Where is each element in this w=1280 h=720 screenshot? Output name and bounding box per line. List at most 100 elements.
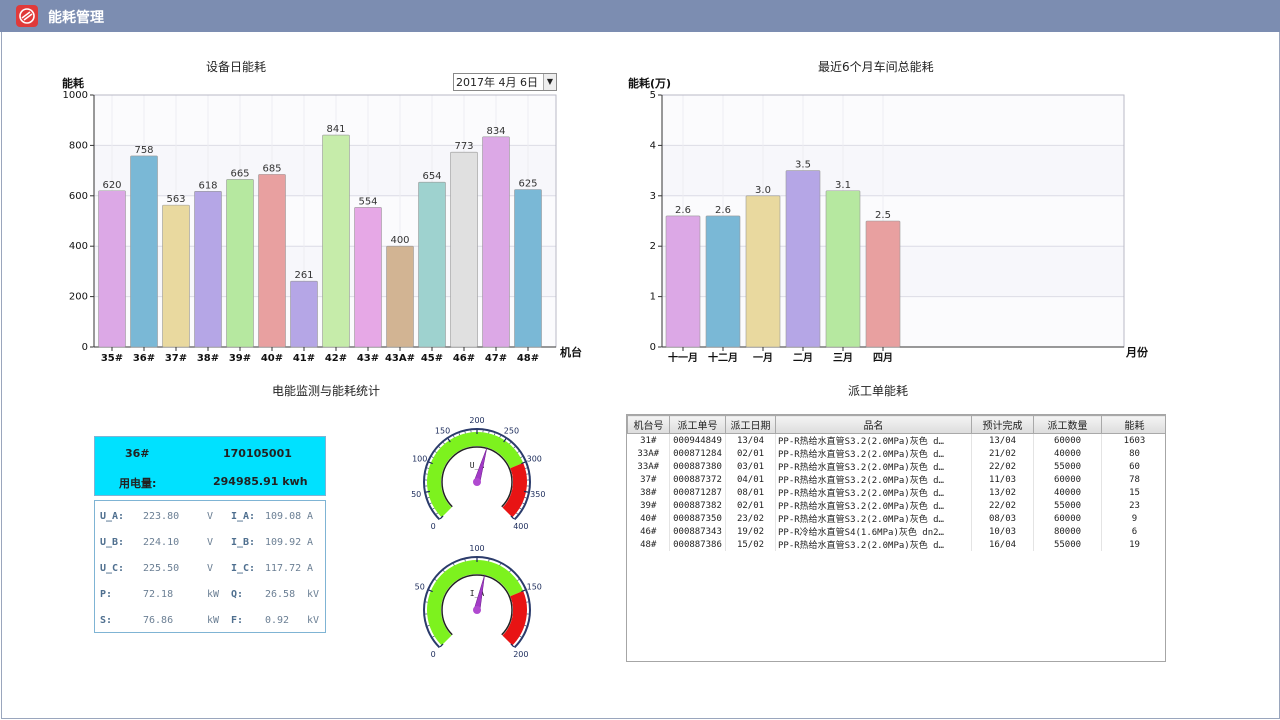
- grid-band: [662, 95, 1124, 146]
- gauge-minor-tick: [517, 451, 520, 453]
- gauge-minor-tick: [523, 461, 526, 464]
- f-value: 0.92: [265, 615, 290, 626]
- data-label: 400: [390, 235, 409, 246]
- column-header[interactable]: 能耗: [1101, 415, 1165, 434]
- gauge-tick-label: 100: [412, 454, 427, 463]
- ia-unit: A: [307, 511, 314, 522]
- date-picker[interactable]: 2017年 4月 6日 ▼: [453, 73, 557, 91]
- ua-unit: V: [207, 511, 214, 522]
- x-tick-label: 36#: [133, 353, 155, 364]
- gauge-minor-tick: [432, 635, 435, 638]
- gauge-minor-tick: [523, 589, 526, 592]
- column-header[interactable]: 品名: [775, 415, 972, 434]
- gauge-minor-tick: [524, 625, 527, 627]
- table-row[interactable]: 33A# 000871284 02/01 PP-R热给水直管S3.2(2.0MPa)灰…: [627, 447, 1165, 460]
- table-row[interactable]: 38# 000871287 08/01 PP-R热给水直管S3.2(2.0MPa)灰色…: [627, 486, 1165, 499]
- work-orders-title: 派工单能耗: [848, 384, 909, 398]
- ic-value: 117.72: [265, 563, 302, 574]
- data-label: 2.6: [715, 205, 731, 216]
- y-tick-label: 4: [650, 140, 656, 151]
- table-cell: 31#: [627, 433, 670, 447]
- table-cell: 02/01: [725, 499, 776, 512]
- p-unit: kW: [207, 589, 220, 600]
- data-label: 618: [198, 180, 217, 191]
- table-cell: 60000: [1033, 473, 1102, 486]
- gauge-tick-label: 150: [527, 582, 542, 591]
- data-label: 563: [166, 194, 185, 205]
- table-cell: 1603: [1101, 433, 1165, 447]
- gauge-minor-tick: [520, 456, 523, 458]
- gauge-minor-tick: [447, 438, 450, 441]
- gauge-minor-tick: [453, 563, 455, 566]
- table-cell: 19/02: [725, 525, 776, 538]
- table-row[interactable]: 33A# 000887380 03/01 PP-R热给水直管S3.2(2.0MPa)灰…: [627, 460, 1165, 473]
- gauge-tick-label: 100: [469, 544, 484, 553]
- work-order-table[interactable]: 机台号 派工单号 派工日期 品名 预计完成 派工数量 能耗 31# 0009448…: [626, 414, 1166, 662]
- column-header[interactable]: 机台号: [627, 415, 670, 434]
- y-tick-label: 0: [82, 342, 88, 353]
- gauge-tick-label: 400: [513, 522, 528, 531]
- gauge-red-band: [502, 590, 527, 646]
- ic-unit: A: [307, 563, 314, 574]
- column-header[interactable]: 预计完成: [971, 415, 1034, 434]
- column-header[interactable]: 派工数量: [1033, 415, 1102, 434]
- table-row[interactable]: 46# 000887343 19/02 PP-R冷给水直管S4(1.6MPa)灰色 d…: [627, 525, 1165, 538]
- table-cell: 80000: [1033, 525, 1102, 538]
- table-cell: PP-R热给水直管S3.2(2.0MPa)灰色 d…: [775, 433, 972, 447]
- table-row[interactable]: 37# 000887372 04/01 PP-R热给水直管S3.2(2.0MPa)灰色…: [627, 473, 1165, 486]
- table-cell: PP-R热给水直管S3.2(2.0MPa)灰色 d…: [775, 473, 972, 486]
- gauge-tick-label: 50: [411, 490, 421, 499]
- ub-value: 224.10: [143, 537, 180, 548]
- daily-bar-chart: 0 200 400 600 800 1000 620 35# 758 36# 563 37# 618 38…: [62, 76, 582, 364]
- bar-36#: [130, 155, 158, 348]
- q-label: Q:: [231, 589, 244, 600]
- y-tick-label: 200: [69, 292, 88, 303]
- gauge-tick-label: 300: [527, 454, 542, 463]
- table-cell: 000887350: [669, 512, 726, 525]
- gauge-tick-label: 200: [469, 416, 484, 425]
- gauge-green-band: [427, 560, 524, 646]
- bar-43A#: [386, 245, 414, 348]
- ua-label: U_A:: [100, 511, 125, 522]
- gauge-outer-ring: [423, 428, 531, 521]
- x-tick-label: 38#: [197, 353, 219, 364]
- table-row[interactable]: 40# 000887350 23/02 PP-R热给水直管S3.2(2.0MPa)灰色…: [627, 512, 1165, 525]
- x-axis-label: 月份: [1125, 345, 1149, 359]
- gauge-minor-tick: [428, 589, 431, 592]
- bar-四月: [865, 220, 901, 348]
- data-label: 685: [262, 163, 281, 174]
- table-cell: 33A#: [627, 460, 670, 473]
- gauge-hub: [473, 478, 481, 486]
- gauge-green-band: [427, 432, 524, 518]
- gauge-tick-label: 350: [530, 490, 545, 499]
- data-label: 261: [294, 270, 313, 281]
- table-cell: 11/03: [971, 473, 1034, 486]
- gauge-minor-tick: [519, 507, 522, 510]
- ub-label: U_B:: [100, 537, 125, 548]
- gauge-tick-label: 200: [513, 650, 528, 659]
- window-title: 能耗管理: [48, 10, 104, 26]
- gauge-minor-tick: [517, 579, 520, 581]
- column-header[interactable]: 派工单号: [669, 415, 726, 434]
- y-tick-label: 400: [69, 241, 88, 252]
- table-cell: 19: [1101, 538, 1165, 551]
- table-cell: 55000: [1033, 499, 1102, 512]
- table-cell: 000887372: [669, 473, 726, 486]
- x-tick-label: 46#: [453, 353, 475, 364]
- energy-value: 294985.91 kwh: [213, 475, 308, 488]
- table-row[interactable]: 31# 000944849 13/04 PP-R热给水直管S3.2(2.0MPa)灰色…: [627, 433, 1165, 447]
- gauge-minor-tick: [443, 442, 445, 445]
- gauge-minor-tick: [443, 570, 445, 573]
- chevron-down-icon[interactable]: ▼: [543, 74, 556, 90]
- table-cell: 40000: [1033, 447, 1102, 460]
- gauge-minor-tick: [494, 433, 496, 436]
- y-tick-label: 5: [650, 90, 656, 101]
- column-header[interactable]: 派工日期: [725, 415, 776, 434]
- gauge-tick-label: 150: [435, 426, 450, 435]
- table-row[interactable]: 39# 000887382 02/01 PP-R热给水直管S3.2(2.0MPa)灰色…: [627, 499, 1165, 512]
- table-cell: 21/02: [971, 447, 1034, 460]
- data-label: 3.5: [795, 160, 811, 171]
- table-cell: 13/02: [971, 486, 1034, 499]
- table-row[interactable]: 48# 000887386 15/02 PP-R热给水直管S3.2(2.0MPa)灰色…: [627, 538, 1165, 551]
- table-cell: 000887343: [669, 525, 726, 538]
